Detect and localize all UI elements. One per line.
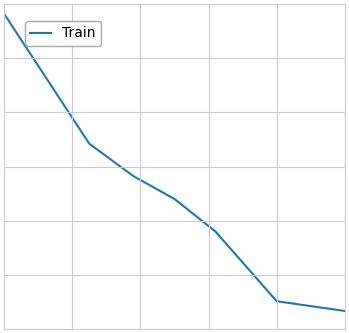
Train	[343, 309, 347, 313]
Legend: Train: Train	[25, 21, 101, 46]
Train	[213, 229, 217, 233]
Line: Train: Train	[4, 14, 345, 311]
Train	[172, 197, 177, 201]
Train	[132, 174, 136, 178]
Train	[87, 142, 91, 146]
Train	[2, 12, 6, 16]
Train	[275, 299, 279, 303]
